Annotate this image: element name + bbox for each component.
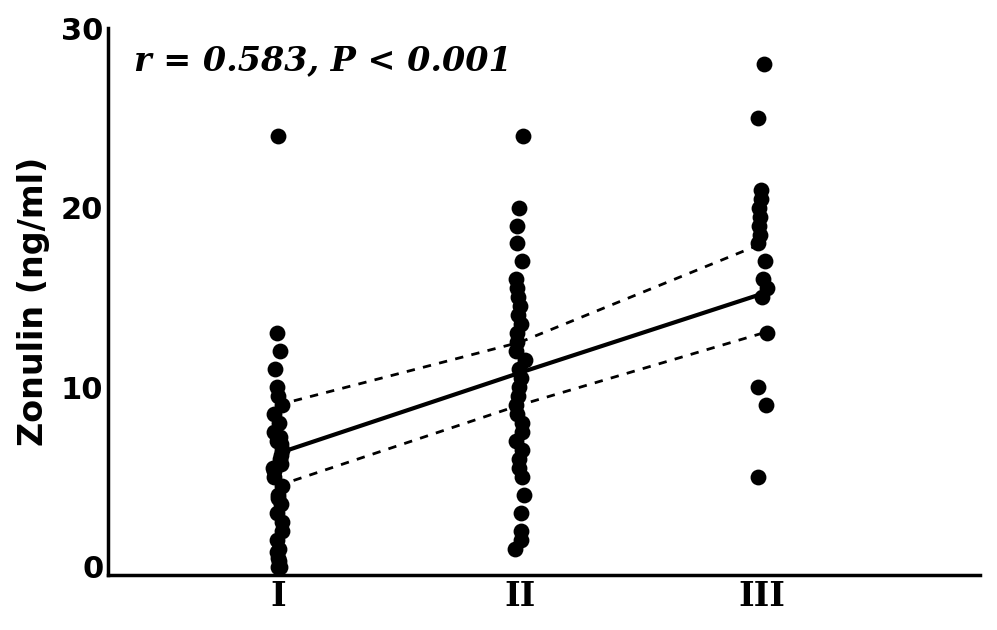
Point xyxy=(273,459,289,469)
Point xyxy=(508,239,524,249)
Point xyxy=(757,256,773,266)
Point xyxy=(758,400,774,410)
Point xyxy=(507,436,523,446)
Point xyxy=(509,310,525,320)
Point xyxy=(266,409,282,419)
Point xyxy=(753,193,769,203)
Point xyxy=(271,544,287,554)
Point xyxy=(513,534,529,544)
Point xyxy=(508,274,524,284)
Point xyxy=(751,203,767,213)
Point xyxy=(510,463,526,473)
Point xyxy=(274,400,290,410)
Point xyxy=(516,490,532,500)
Point xyxy=(513,319,529,329)
Point xyxy=(273,450,289,461)
Point xyxy=(511,301,527,311)
Y-axis label: Zonulin (ng/ml): Zonulin (ng/ml) xyxy=(17,158,50,447)
Point xyxy=(271,556,287,566)
Point xyxy=(509,409,525,419)
Point xyxy=(269,328,285,338)
Point xyxy=(759,284,775,294)
Point xyxy=(513,256,529,266)
Point xyxy=(515,131,531,141)
Point xyxy=(274,445,290,455)
Point xyxy=(509,292,525,302)
Point xyxy=(750,113,766,123)
Point xyxy=(270,493,286,503)
Point xyxy=(512,373,528,383)
Point xyxy=(750,239,766,249)
Point xyxy=(752,229,768,239)
Point xyxy=(269,534,285,544)
Point xyxy=(272,346,288,356)
Point xyxy=(751,220,767,231)
Point xyxy=(513,427,529,437)
Point xyxy=(510,203,526,213)
Point xyxy=(509,220,525,231)
Point xyxy=(266,466,282,476)
Point xyxy=(269,547,285,557)
Point xyxy=(270,561,286,571)
Text: r = 0.583, P < 0.001: r = 0.583, P < 0.001 xyxy=(135,45,512,77)
Point xyxy=(270,490,286,500)
Point xyxy=(269,382,285,392)
Point xyxy=(513,418,529,428)
Point xyxy=(510,391,526,401)
Point xyxy=(754,185,770,195)
Point xyxy=(756,59,772,69)
Point xyxy=(270,553,286,563)
Point xyxy=(270,131,286,141)
Point xyxy=(265,463,281,473)
Point xyxy=(508,346,524,356)
Point xyxy=(508,328,524,338)
Point xyxy=(272,432,288,442)
Point xyxy=(507,544,523,554)
Point xyxy=(274,481,290,491)
Point xyxy=(756,274,772,284)
Point xyxy=(754,292,770,302)
Point xyxy=(268,508,284,518)
Point xyxy=(751,472,767,482)
Point xyxy=(516,355,532,365)
Point xyxy=(267,364,283,374)
Point xyxy=(272,561,288,571)
Point xyxy=(272,499,288,509)
Point xyxy=(270,391,286,401)
Point xyxy=(513,508,529,518)
Point xyxy=(266,427,282,437)
Point xyxy=(513,445,529,455)
Point xyxy=(759,328,775,338)
Point xyxy=(511,454,527,464)
Point xyxy=(753,212,769,222)
Point xyxy=(271,418,287,428)
Point xyxy=(269,436,285,446)
Point xyxy=(508,400,524,410)
Point xyxy=(513,525,529,536)
Point xyxy=(508,284,524,294)
Point xyxy=(510,382,526,392)
Point xyxy=(513,472,529,482)
Point xyxy=(265,472,281,482)
Point xyxy=(273,525,289,536)
Point xyxy=(274,517,290,527)
Point xyxy=(272,440,288,450)
Point xyxy=(751,382,767,392)
Point xyxy=(509,337,525,347)
Point xyxy=(272,454,288,464)
Point xyxy=(511,364,527,374)
